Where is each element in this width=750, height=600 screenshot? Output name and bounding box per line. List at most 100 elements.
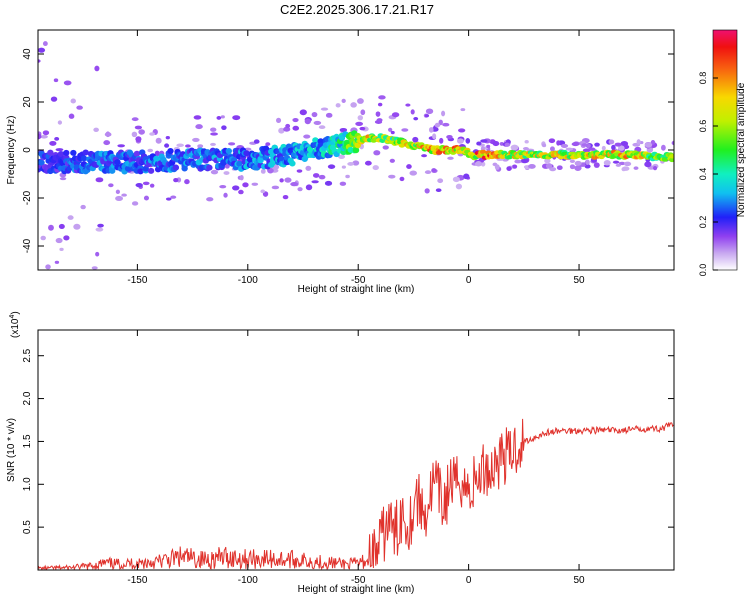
spectrogram-speckle: [612, 160, 620, 164]
spectrogram-speckle: [95, 251, 100, 257]
spectrogram-speckle: [304, 118, 311, 125]
spectrogram-speckle: [618, 161, 626, 166]
spectrogram-speckle: [320, 107, 329, 111]
spectrogram-speckle: [223, 171, 230, 175]
spectrogram-speckle: [311, 111, 318, 118]
spectrogram-cell: [80, 155, 88, 162]
spectrogram-speckle: [603, 160, 611, 166]
spectrogram-speckle: [95, 177, 104, 183]
spectrogram-y-ticks: -40 -20 0 20 40: [22, 48, 674, 253]
spectrogram-speckle: [305, 165, 312, 171]
spectrogram-speckle: [446, 134, 453, 139]
spectrogram-speckle: [59, 247, 64, 252]
snr-multiplier-close: ): [10, 311, 21, 314]
spectrogram-speckle: [115, 195, 124, 202]
spectrogram-cell: [114, 159, 121, 166]
spectrogram-speckle: [434, 122, 441, 128]
spectrogram-speckle: [94, 65, 100, 72]
spectrogram-speckle: [474, 161, 483, 167]
spectrogram-speckle: [299, 109, 307, 116]
spectrogram-cell: [133, 150, 141, 157]
spectrogram-speckle: [143, 195, 150, 201]
spectrogram-speckle: [378, 95, 386, 100]
spectrogram-x-ticks: -150 -100 -50 0 50: [127, 30, 585, 286]
spectrogram-speckle: [108, 183, 114, 188]
spectrogram-speckle: [164, 143, 170, 148]
spectrogram-cell: [312, 137, 319, 144]
spectrogram-cell: [63, 149, 70, 156]
spectrogram-y-tick-label: 0: [22, 147, 33, 153]
spectrogram-speckle: [601, 145, 606, 151]
spectrogram-speckle: [413, 117, 419, 121]
snr-x-tick-label: -150: [127, 575, 147, 586]
spectrogram-speckle: [373, 150, 381, 156]
snr-frame: [37, 329, 675, 571]
spectrogram-speckle: [623, 161, 632, 167]
svg-text:(x104): (x104): [9, 311, 21, 338]
spectrogram-speckle: [565, 147, 574, 151]
spectrogram-speckle: [412, 136, 419, 143]
spectrogram-x-tick-label: 0: [466, 275, 472, 286]
spectrogram-speckle: [165, 135, 170, 140]
spectrogram-speckle: [614, 142, 622, 147]
spectrogram-speckle: [312, 173, 320, 178]
spectrogram-speckle: [521, 158, 529, 164]
spectrogram-cell: [352, 147, 360, 154]
snr-panel: -150 -100 -50 0 50 0.5 1.0 1.5 2.0 2.5 Height of…: [6, 311, 675, 595]
spectrogram-speckle: [318, 174, 326, 180]
spectrogram-speckle: [355, 121, 364, 126]
spectrogram-speckle: [59, 177, 67, 181]
spectrogram-speckle: [428, 127, 434, 133]
spectrogram-speckle: [313, 120, 322, 126]
spectrogram-speckle: [251, 182, 259, 186]
spectrogram-speckle: [73, 223, 81, 230]
spectrogram-speckle: [67, 215, 74, 220]
snr-y-tick-label: 2.0: [22, 391, 33, 405]
spectrogram-speckle: [58, 223, 65, 230]
spectrogram-speckle: [585, 159, 590, 165]
spectrogram-speckle: [391, 112, 400, 118]
spectrogram-speckle: [131, 201, 139, 206]
spectrogram-speckle: [121, 193, 127, 197]
spectrogram-speckle: [574, 160, 582, 166]
spectrogram-speckle: [292, 125, 300, 131]
spectrogram-cell: [109, 167, 116, 174]
spectrogram-speckle: [260, 189, 266, 194]
spectrogram-speckle: [425, 108, 434, 115]
spectrogram-speckle: [242, 182, 249, 188]
snr-series-line: [38, 418, 674, 570]
snr-x-tick-label: -100: [238, 575, 258, 586]
spectrogram-speckle: [494, 164, 500, 170]
spectrogram-speckle: [560, 143, 569, 148]
spectrogram-x-tick-label: -150: [127, 275, 147, 286]
spectrogram-speckle: [375, 111, 381, 117]
spectrogram-speckle: [376, 118, 383, 122]
spectrogram-speckle: [253, 139, 260, 144]
spectrogram-speckle: [97, 223, 104, 228]
spectrogram-speckle: [424, 188, 430, 194]
spectrogram-speckle: [360, 109, 366, 116]
snr-y-tick-label: 1.0: [22, 477, 33, 491]
spectrogram-speckle: [382, 145, 389, 150]
spectrogram-cell: [317, 138, 324, 145]
spectrogram-cell: [57, 151, 65, 158]
spectrogram-speckle: [210, 142, 216, 146]
spectrogram-speckle: [345, 174, 350, 179]
spectrogram-cell: [243, 150, 250, 157]
spectrogram-speckle: [48, 224, 54, 231]
spectrogram-speckle: [661, 144, 666, 151]
spectrogram-speckle: [38, 59, 41, 63]
spectrogram-speckle: [556, 165, 563, 171]
spectrogram-speckle: [103, 140, 111, 146]
spectrogram-speckle: [53, 78, 59, 83]
spectrogram-cell: [137, 168, 144, 175]
spectrogram-speckle: [54, 260, 60, 264]
spectrogram-speckle: [303, 134, 311, 139]
spectrogram-speckle: [297, 187, 303, 192]
spectrogram-cell: [167, 147, 174, 154]
spectrogram-speckle: [514, 159, 522, 164]
spectrogram-speckle: [192, 137, 200, 143]
snr-x-ticks: -150 -100 -50 0 50: [127, 330, 585, 586]
spectrogram-speckle: [335, 103, 341, 108]
spectrogram-cell: [38, 159, 45, 166]
